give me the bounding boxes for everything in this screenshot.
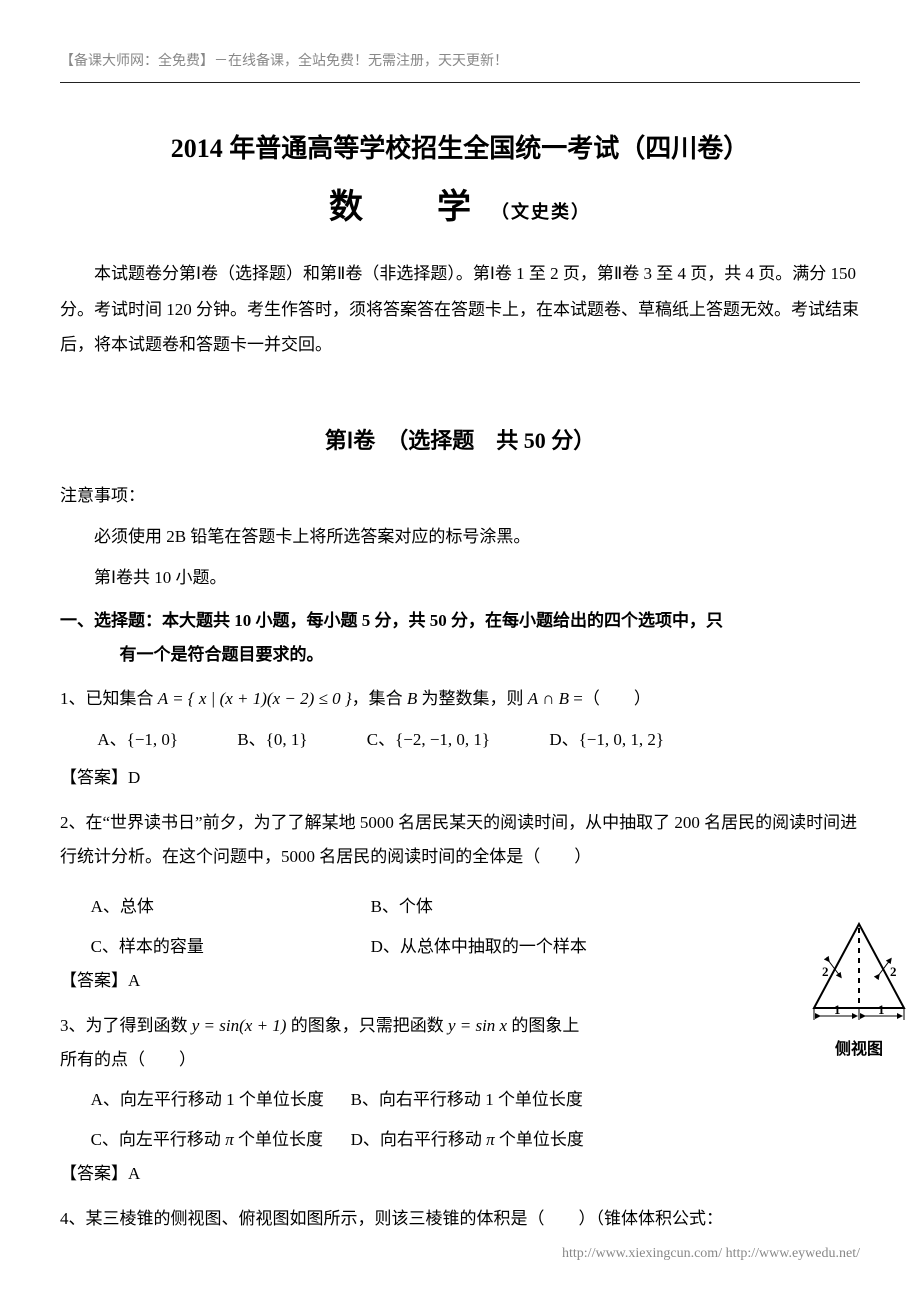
q3-m1: y = sin(x + 1) (192, 1016, 287, 1035)
q2-opt-a: A、总体 (91, 890, 371, 924)
side-view-label: 侧视图 (800, 1035, 918, 1059)
q1-opt-c: C、{−2, −1, 0, 1} (367, 720, 490, 761)
q3-mid: 的图象，只需把函数 (286, 1016, 448, 1035)
instr-line1: 一、选择题：本大题共 10 小题，每小题 5 分，共 50 分，在每小题给出的四… (60, 611, 723, 630)
note-1: 必须使用 2B 铅笔在答题卡上将所选答案对应的标号涂黑。 (94, 522, 860, 547)
q2-opt-d: D、从总体中抽取的一个样本 (371, 930, 691, 964)
notes-heading: 注意事项： (60, 481, 860, 506)
q3-opt-b: B、向右平行移动 1 个单位长度 (351, 1083, 651, 1117)
q1-opt-a: A、{−1, 0} (97, 720, 178, 761)
header-tag: 【备课大师网：全免费】－在线备课，全站免费！无需注册，天天更新！ (60, 50, 860, 70)
q3-answer: 【答案】A (60, 1159, 860, 1184)
question-3: 3、为了得到函数 y = sin(x + 1) 的图象，只需把函数 y = si… (60, 1009, 590, 1077)
question-2: 2、在“世界读书日”前夕，为了了解某地 5000 名居民某天的阅读时间，从中抽取… (60, 806, 860, 874)
section-1-title: 第Ⅰ卷 （选择题 共 50 分） (60, 423, 860, 455)
q1-answer: 【答案】D (60, 763, 860, 788)
instr-line2: 有一个是符合题目要求的。 (120, 638, 861, 672)
q3-pre: 3、为了得到函数 (60, 1016, 192, 1035)
dim-d: 1 (878, 1002, 885, 1017)
q3-opt-d: D、向右平行移动 π 个单位长度 (351, 1123, 651, 1157)
dim-b: 2 (890, 964, 897, 979)
question-1: 1、已知集合 A = { x | (x + 1)(x − 2) ≤ 0 }，集合… (60, 682, 860, 716)
dim-c: 1 (834, 1002, 841, 1017)
q3-opt-a: A、向左平行移动 1 个单位长度 (91, 1083, 351, 1117)
q3-m2: y = sin x (448, 1016, 507, 1035)
exam-title: 2014 年普通高等学校招生全国统一考试（四川卷） (60, 128, 860, 165)
q1-opt-d: D、{−1, 0, 1, 2} (549, 720, 664, 761)
q1-expr: A ∩ B (528, 689, 569, 708)
figure-views: 2 2 1 1 侧视图 (800, 916, 920, 1059)
q2-opt-c: C、样本的容量 (91, 930, 371, 964)
q1-mid: ，集合 (352, 689, 407, 708)
dim-a: 2 (822, 964, 829, 979)
exam-subject: 数 学（文史类） (60, 179, 860, 228)
section-instructions: 一、选择题：本大题共 10 小题，每小题 5 分，共 50 分，在每小题给出的四… (60, 604, 860, 672)
q2-options: A、总体 B、个体 C、样本的容量 D、从总体中抽取的一个样本 (91, 890, 621, 964)
q1-tail: =（ ） (569, 689, 651, 708)
q1-opt-b: B、{0, 1} (237, 720, 307, 761)
q3-opt-c: C、向左平行移动 π 个单位长度 (91, 1123, 351, 1157)
question-4: 4、某三棱锥的侧视图、俯视图如图所示，则该三棱锥的体积是（ ）（锥体体积公式： (60, 1202, 860, 1236)
q2-answer: 【答案】A (60, 966, 860, 991)
q1-pre: 1、已知集合 (60, 689, 158, 708)
q1-post: 为整数集，则 (417, 689, 528, 708)
q1-math-A: A = { x | (x + 1)(x − 2) ≤ 0 } (158, 689, 352, 708)
page-footer: http://www.xiexingcun.com/ http://www.ey… (562, 1246, 860, 1262)
q1-math-B: B (407, 689, 417, 708)
q2-opt-b: B、个体 (371, 890, 691, 924)
q1-options: A、{−1, 0} B、{0, 1} C、{−2, −1, 0, 1} D、{−… (97, 720, 860, 761)
note-2: 第Ⅰ卷共 10 小题。 (94, 563, 860, 588)
side-view: 2 2 1 1 侧视图 (800, 916, 918, 1059)
subject-main: 数 学 (329, 189, 491, 226)
header-rule (60, 82, 860, 83)
subject-sub: （文史类） (491, 202, 591, 222)
q3-options: A、向左平行移动 1 个单位长度 B、向右平行移动 1 个单位长度 C、向左平行… (91, 1083, 860, 1157)
exam-intro: 本试题卷分第Ⅰ卷（选择题）和第Ⅱ卷（非选择题）。第Ⅰ卷 1 至 2 页，第Ⅱ卷 … (60, 256, 860, 363)
